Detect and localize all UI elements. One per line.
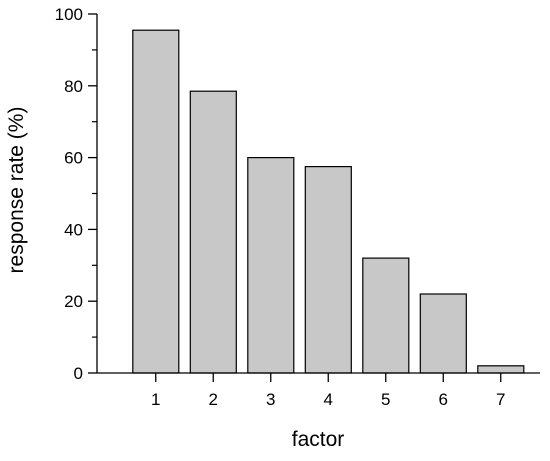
axes-group: 0 20 40 60 80 100 1 2 3 4 5 6 7 [55, 5, 540, 409]
bar-2 [189, 90, 237, 374]
bar-5 [362, 257, 410, 374]
x-tick-label-6: 6 [439, 390, 448, 409]
y-axis-title: response rate (%) [5, 107, 28, 274]
y-tick-label-0: 0 [74, 364, 83, 383]
bar-6 [419, 293, 467, 374]
x-tick-label-4: 4 [324, 390, 333, 409]
y-tick-label-60: 60 [64, 149, 83, 168]
x-tick-label-1: 1 [151, 390, 160, 409]
x-tick-label-5: 5 [381, 390, 390, 409]
y-tick-label-40: 40 [64, 220, 83, 239]
y-tick-label-80: 80 [64, 77, 83, 96]
bar-7 [477, 365, 525, 374]
x-tick-label-3: 3 [266, 390, 275, 409]
bars-group [132, 29, 525, 374]
x-axis-title: factor [292, 428, 345, 451]
y-tick-label-20: 20 [64, 292, 83, 311]
bar-4 [304, 166, 352, 374]
y-tick-label-100: 100 [55, 5, 83, 24]
bar-3 [247, 157, 295, 374]
x-tick-label-2: 2 [209, 390, 218, 409]
x-tick-label-7: 7 [496, 390, 505, 409]
bar-1 [132, 29, 180, 374]
